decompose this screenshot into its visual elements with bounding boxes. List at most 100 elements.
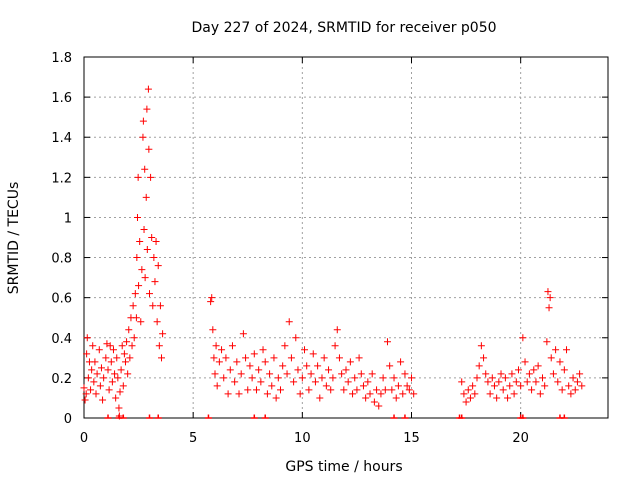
data-point: [390, 374, 398, 382]
x-tick-label: 5: [189, 431, 197, 446]
data-point: [259, 346, 267, 354]
data-point: [499, 386, 507, 394]
data-point: [212, 342, 220, 350]
data-point: [366, 390, 374, 398]
data-point: [362, 394, 370, 402]
data-point: [242, 354, 250, 362]
data-point: [353, 386, 361, 394]
data-point: [462, 398, 470, 406]
data-point: [139, 133, 147, 141]
data-point: [274, 374, 282, 382]
data-point: [525, 370, 533, 378]
data-point: [84, 374, 92, 382]
y-tick-label: 0.2: [51, 372, 72, 387]
data-point: [113, 354, 121, 362]
data-point: [272, 394, 280, 402]
data-point: [477, 342, 485, 350]
data-point: [338, 370, 346, 378]
data-point: [147, 173, 155, 181]
data-point: [263, 390, 271, 398]
data-point: [510, 390, 518, 398]
data-point: [508, 370, 516, 378]
data-point: [80, 384, 88, 392]
data-point: [106, 342, 114, 350]
data-point: [130, 334, 138, 342]
data-point: [364, 378, 372, 386]
data-point: [144, 85, 152, 93]
data-point: [126, 354, 134, 362]
data-point: [141, 165, 149, 173]
data-point: [119, 382, 127, 390]
data-point: [120, 350, 128, 358]
data-point: [90, 378, 98, 386]
data-point: [401, 370, 409, 378]
data-point: [146, 290, 153, 298]
data-point: [153, 318, 161, 326]
data-point: [377, 390, 385, 398]
zero-point: [119, 414, 127, 419]
data-point: [469, 382, 477, 390]
data-point: [558, 386, 566, 394]
zero-point: [146, 414, 153, 419]
data-point: [246, 362, 254, 370]
x-tick-label: 0: [80, 431, 88, 446]
data-point: [117, 366, 125, 374]
data-point: [486, 390, 494, 398]
data-point: [261, 358, 269, 366]
data-point: [370, 398, 378, 406]
data-point: [97, 364, 105, 372]
data-point: [340, 386, 348, 394]
data-point: [521, 358, 529, 366]
data-point: [514, 366, 522, 374]
data-point: [100, 374, 108, 382]
zero-point: [250, 414, 258, 419]
data-point: [466, 394, 474, 402]
data-point: [512, 378, 520, 386]
data-point: [209, 326, 217, 334]
data-point: [213, 382, 221, 390]
data-point: [563, 346, 571, 354]
data-point: [556, 358, 564, 366]
data-point: [536, 390, 544, 398]
data-point: [517, 382, 525, 390]
data-point: [519, 334, 527, 342]
data-point: [530, 366, 538, 374]
data-point: [95, 346, 103, 354]
data-point: [268, 382, 276, 390]
data-point: [107, 358, 115, 366]
data-point: [149, 302, 157, 310]
data-point: [298, 374, 306, 382]
data-point: [346, 358, 354, 366]
data-point: [381, 386, 389, 394]
data-point: [222, 354, 230, 362]
data-point: [270, 354, 278, 362]
data-point: [136, 238, 144, 246]
data-point: [135, 282, 143, 290]
data-point: [545, 304, 553, 312]
data-point: [399, 390, 407, 398]
data-point: [137, 318, 145, 326]
axis-ticks: 0 0.2 0.4 0.6 0.8 1 1.2 1.4 1.6 1.8 0 5 10 15 20: [51, 51, 608, 446]
data-point: [549, 370, 557, 378]
data-point: [567, 390, 575, 398]
data-point: [368, 370, 376, 378]
data-point: [231, 378, 239, 386]
data-point: [565, 382, 573, 390]
data-point: [89, 342, 97, 350]
data-point: [294, 366, 302, 374]
data-point: [355, 354, 363, 362]
data-point: [571, 386, 579, 394]
data-point: [109, 346, 117, 354]
data-point: [138, 266, 146, 274]
zero-point: [401, 414, 409, 419]
data-point: [118, 342, 126, 350]
data-point: [296, 390, 304, 398]
data-point: [131, 290, 139, 298]
data-point: [375, 402, 383, 410]
data-point: [250, 350, 258, 358]
data-point: [333, 326, 341, 334]
data-point: [394, 382, 402, 390]
data-point: [475, 362, 483, 370]
data-point: [128, 342, 136, 350]
data-point: [244, 386, 252, 394]
